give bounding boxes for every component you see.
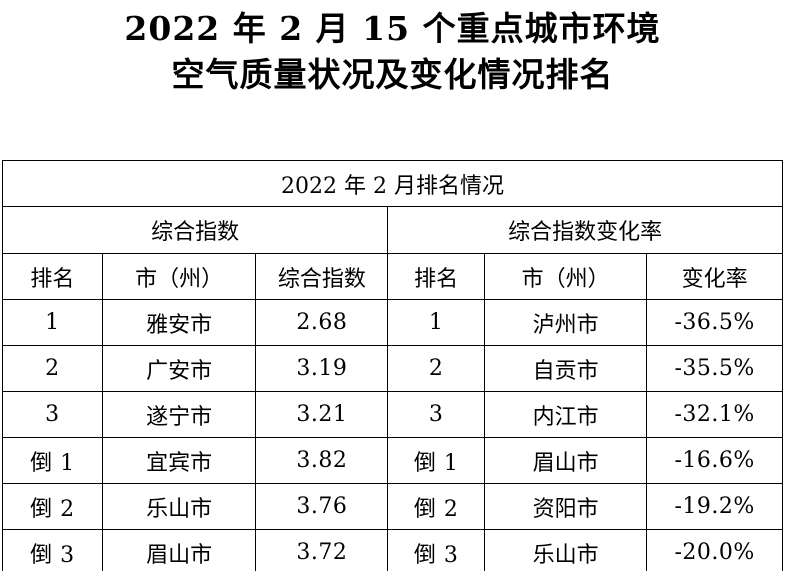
cell-rank-left: 3 xyxy=(2,391,103,438)
table-row: 倒 1 宜宾市 3.82 倒 1 眉山市 -16.6% xyxy=(2,437,783,484)
cell-index: 3.72 xyxy=(255,529,389,571)
col-header-city-left: 市（州） xyxy=(101,253,257,300)
cell-rank-left: 倒 3 xyxy=(2,529,103,571)
cell-rate: -16.6% xyxy=(646,437,783,484)
col-header-rank-right: 排名 xyxy=(387,253,486,300)
table-section-row: 综合指数 综合指数变化率 xyxy=(1,206,783,254)
cell-rate: -36.5% xyxy=(646,299,783,346)
cell-city-right: 自贡市 xyxy=(484,345,648,392)
cell-city-left: 广安市 xyxy=(101,345,257,392)
cell-city-right: 泸州市 xyxy=(484,299,648,346)
cell-city-right: 内江市 xyxy=(484,391,648,438)
cell-rank-right: 2 xyxy=(387,345,486,392)
col-header-rate: 变化率 xyxy=(646,253,783,300)
col-header-index: 综合指数 xyxy=(255,253,389,300)
cell-index: 3.76 xyxy=(255,483,389,530)
section-index-change-rate: 综合指数变化率 xyxy=(387,206,783,254)
cell-rank-right: 倒 1 xyxy=(387,437,486,484)
cell-city-left: 眉山市 xyxy=(101,529,257,571)
cell-rank-right: 倒 2 xyxy=(387,483,486,530)
cell-rank-right: 倒 3 xyxy=(387,529,486,571)
table-row: 1 雅安市 2.68 1 泸州市 -36.5% xyxy=(2,299,783,346)
cell-index: 3.21 xyxy=(255,391,389,438)
cell-index: 2.68 xyxy=(255,299,389,346)
cell-city-right: 乐山市 xyxy=(484,529,648,571)
cell-rate: -32.1% xyxy=(646,391,783,438)
cell-city-right: 眉山市 xyxy=(484,437,648,484)
cell-rank-left: 1 xyxy=(2,299,103,346)
cell-index: 3.82 xyxy=(255,437,389,484)
table-row: 倒 3 眉山市 3.72 倒 3 乐山市 -20.0% xyxy=(2,529,783,571)
col-header-city-right: 市（州） xyxy=(484,253,648,300)
cell-rate: -20.0% xyxy=(646,529,783,571)
cell-city-left: 遂宁市 xyxy=(101,391,257,438)
cell-rank-left: 倒 1 xyxy=(2,437,103,484)
table-row: 2 广安市 3.19 2 自贡市 -35.5% xyxy=(2,345,783,392)
table-row: 3 遂宁市 3.21 3 内江市 -32.1% xyxy=(2,391,783,438)
table-caption: 2022 年 2 月排名情况 xyxy=(2,160,783,207)
cell-rate: -35.5% xyxy=(646,345,783,392)
cell-rank-left: 倒 2 xyxy=(2,483,103,530)
table-row: 倒 2 乐山市 3.76 倒 2 资阳市 -19.2% xyxy=(2,483,783,530)
cell-rank-left: 2 xyxy=(2,345,103,392)
cell-rank-right: 1 xyxy=(387,299,486,346)
table-caption-row: 2022 年 2 月排名情况 xyxy=(2,160,783,207)
cell-city-left: 宜宾市 xyxy=(101,437,257,484)
cell-index: 3.19 xyxy=(255,345,389,392)
col-header-rank-left: 排名 xyxy=(2,253,103,300)
cell-city-right: 资阳市 xyxy=(484,483,648,530)
page-title-line2: 空气质量状况及变化情况排名 xyxy=(171,55,614,94)
page-title: 2022 年 2 月 15 个重点城市环境 空气质量状况及变化情况排名 xyxy=(0,6,785,98)
cell-city-left: 雅安市 xyxy=(101,299,257,346)
page-title-line1: 2022 年 2 月 15 个重点城市环境 xyxy=(124,9,661,48)
cell-rank-right: 3 xyxy=(387,391,486,438)
section-composite-index: 综合指数 xyxy=(1,206,389,254)
cell-city-left: 乐山市 xyxy=(101,483,257,530)
ranking-table: 2022 年 2 月排名情况 综合指数 综合指数变化率 排名 市（州） 综合指数… xyxy=(1,160,783,571)
table-header-row: 排名 市（州） 综合指数 排名 市（州） 变化率 xyxy=(2,253,783,300)
cell-rate: -19.2% xyxy=(646,483,783,530)
